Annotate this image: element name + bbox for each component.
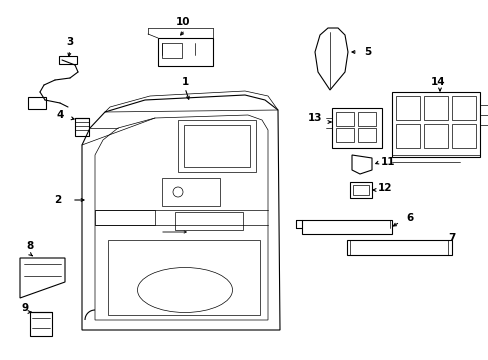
Bar: [162, 178, 220, 206]
Bar: [108, 240, 260, 315]
Bar: [395, 124, 419, 148]
Text: 10: 10: [175, 17, 190, 27]
Bar: [158, 38, 213, 66]
Text: 2: 2: [54, 195, 61, 205]
Bar: [75, 118, 89, 136]
Text: 1: 1: [181, 77, 188, 87]
Bar: [331, 108, 381, 148]
Bar: [451, 124, 475, 148]
Bar: [302, 220, 391, 234]
Bar: [346, 240, 451, 255]
Bar: [335, 128, 353, 142]
Bar: [28, 97, 46, 109]
Bar: [30, 312, 52, 336]
Bar: [59, 56, 77, 64]
Bar: [357, 128, 375, 142]
Bar: [175, 212, 243, 230]
Bar: [423, 124, 447, 148]
Text: 14: 14: [430, 77, 445, 87]
Text: 11: 11: [380, 157, 394, 167]
Bar: [349, 182, 371, 198]
Bar: [395, 96, 419, 120]
Bar: [357, 112, 375, 126]
Text: 4: 4: [56, 110, 63, 120]
Bar: [335, 112, 353, 126]
Bar: [352, 185, 368, 195]
Text: 6: 6: [406, 213, 413, 223]
Text: 9: 9: [21, 303, 28, 313]
Bar: [451, 96, 475, 120]
Bar: [183, 125, 249, 167]
Bar: [391, 92, 479, 157]
Text: 8: 8: [26, 241, 34, 251]
Text: 13: 13: [307, 113, 322, 123]
Bar: [178, 120, 256, 172]
Text: 3: 3: [66, 37, 74, 47]
Text: 5: 5: [364, 47, 371, 57]
Bar: [162, 43, 182, 58]
Bar: [423, 96, 447, 120]
Text: 12: 12: [377, 183, 391, 193]
Text: 7: 7: [447, 233, 455, 243]
